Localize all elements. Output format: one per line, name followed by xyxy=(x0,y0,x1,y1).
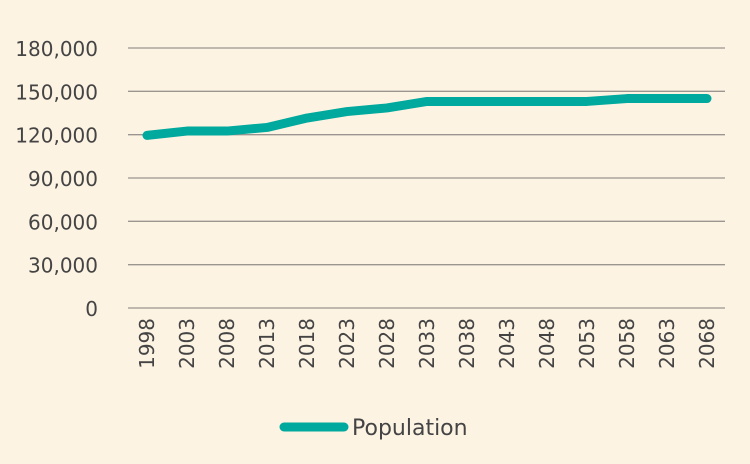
y-tick-label: 60,000 xyxy=(28,210,98,234)
x-tick-label: 2008 xyxy=(215,318,239,369)
y-tick-label: 90,000 xyxy=(28,167,98,191)
x-tick-label: 2028 xyxy=(375,318,399,369)
x-tick-label: 2033 xyxy=(415,318,439,369)
gridlines xyxy=(128,47,725,309)
x-axis-ticks: 1998 2003 2008 2013 2018 2023 2028 2033 2038 2043… xyxy=(135,318,719,369)
x-tick-label: 2058 xyxy=(615,318,639,369)
y-axis-ticks: 0 30,000 60,000 90,000 120,000 150,000 180,000 xyxy=(15,37,98,321)
series-lines xyxy=(142,94,712,140)
x-tick-label: 2043 xyxy=(495,318,519,369)
x-tick-label: 2063 xyxy=(655,318,679,369)
y-tick-label: 30,000 xyxy=(28,254,98,278)
x-tick-label: 2023 xyxy=(335,318,359,369)
x-tick-label: 2038 xyxy=(455,318,479,369)
x-tick-label: 2013 xyxy=(255,318,279,369)
x-tick-label: 2003 xyxy=(175,318,199,369)
series-line-population xyxy=(142,94,712,140)
y-tick-label: 120,000 xyxy=(15,124,98,148)
x-tick-label: 1998 xyxy=(135,318,159,369)
x-tick-label: 2048 xyxy=(535,318,559,369)
y-tick-label: 150,000 xyxy=(15,80,98,104)
legend-label: Population xyxy=(352,416,468,441)
x-tick-label: 2053 xyxy=(575,318,599,369)
y-tick-label: 0 xyxy=(85,297,98,321)
x-tick-label: 2068 xyxy=(695,318,719,369)
legend: Population xyxy=(279,416,468,441)
x-tick-label: 2018 xyxy=(295,318,319,369)
y-tick-label: 180,000 xyxy=(15,37,98,61)
